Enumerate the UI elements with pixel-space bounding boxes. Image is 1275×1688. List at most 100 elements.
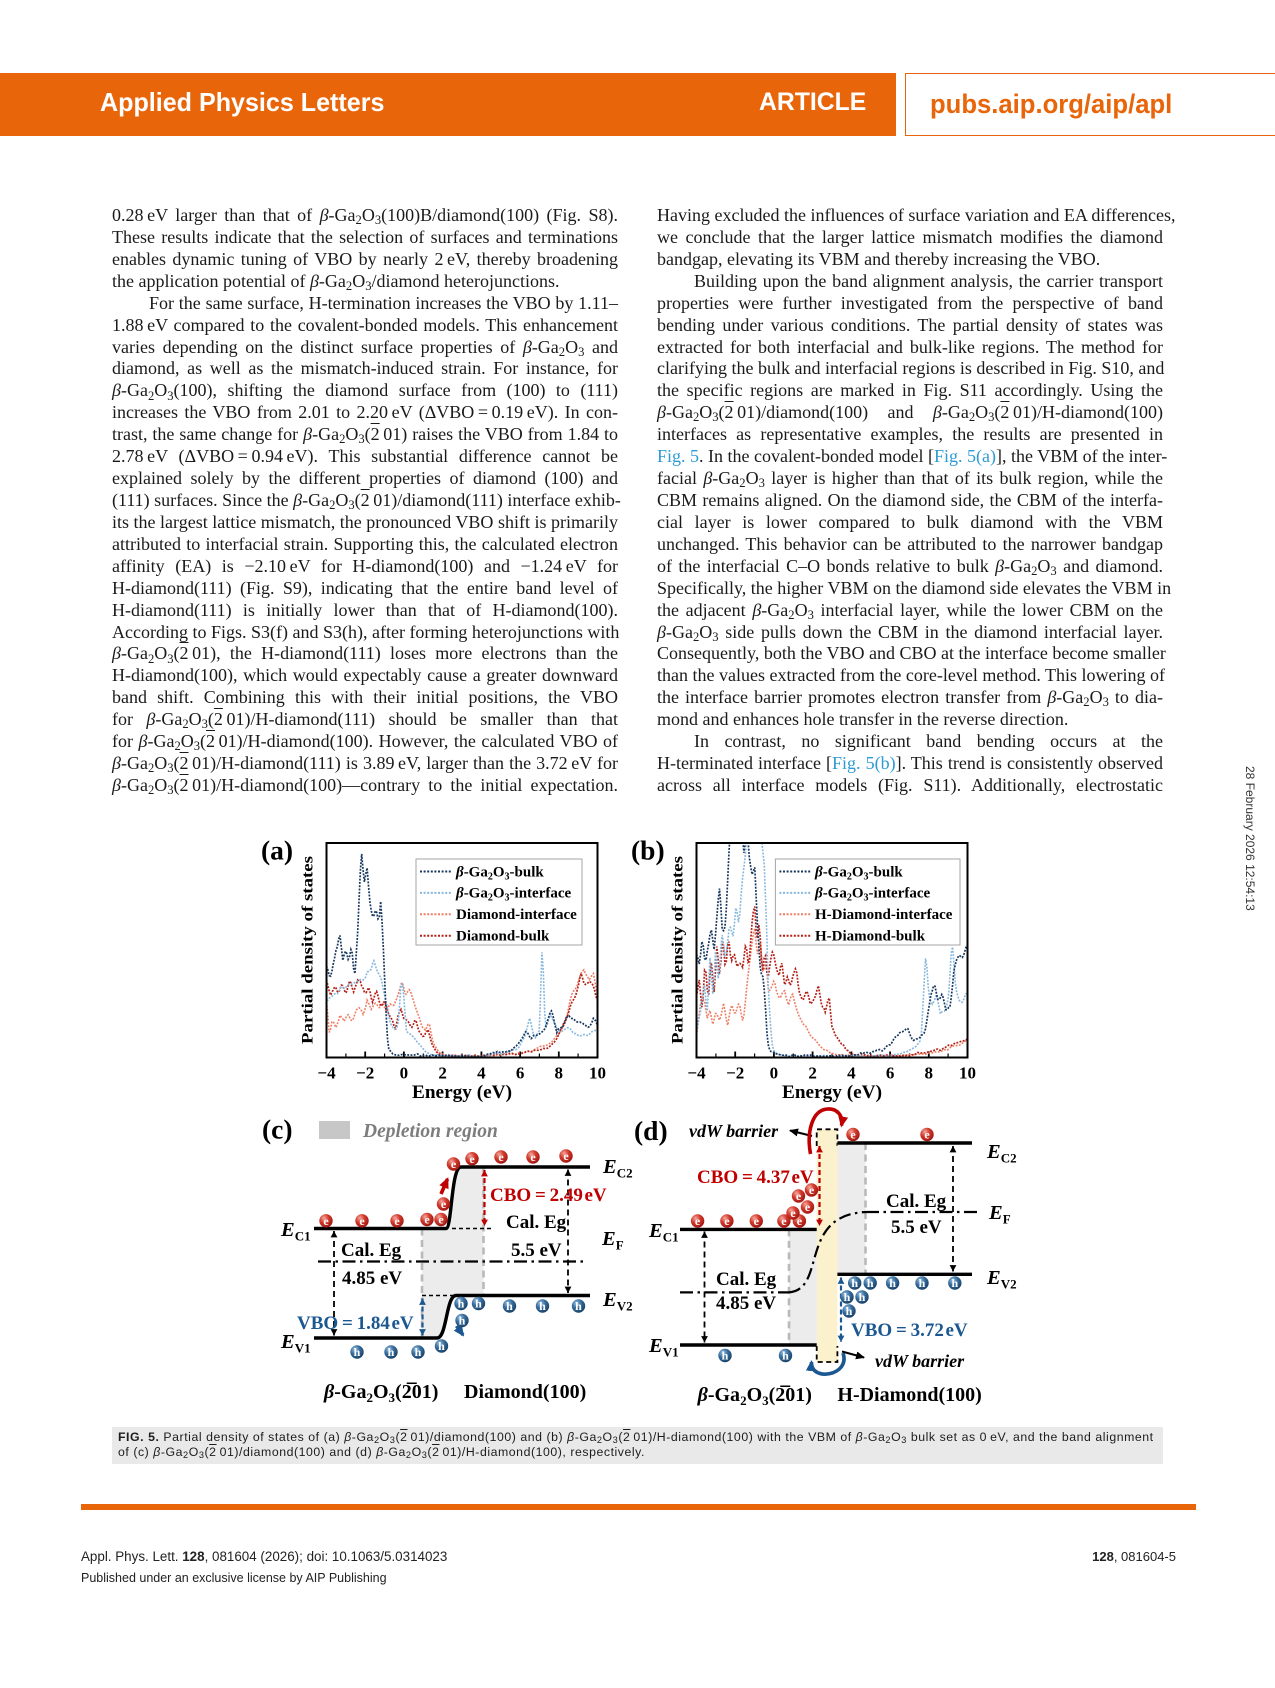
- svg-text:β-Ga2O3-interface: β-Ga2O3-interface: [814, 886, 930, 904]
- svg-text:e: e: [924, 1128, 930, 1142]
- svg-text:e: e: [796, 1189, 802, 1203]
- svg-text:e: e: [394, 1214, 400, 1228]
- svg-text:e: e: [850, 1128, 856, 1142]
- svg-text:EF: EF: [988, 1202, 1011, 1227]
- svg-text:EC1: EC1: [280, 1219, 311, 1244]
- svg-text:e: e: [359, 1214, 365, 1228]
- svg-text:e: e: [498, 1150, 504, 1164]
- svg-text:−2: −2: [356, 1064, 374, 1083]
- svg-text:6: 6: [516, 1064, 525, 1083]
- svg-text:e: e: [563, 1149, 569, 1163]
- svg-text:2: 2: [438, 1064, 447, 1083]
- svg-text:Partial density of states: Partial density of states: [300, 856, 317, 1044]
- svg-text:e: e: [438, 1213, 444, 1227]
- svg-text:e: e: [323, 1214, 329, 1228]
- svg-text:e: e: [695, 1214, 701, 1228]
- svg-text:Cal. Eg: Cal. Eg: [341, 1240, 402, 1261]
- svg-text:h: h: [415, 1345, 422, 1359]
- svg-text:h: h: [859, 1290, 866, 1304]
- svg-text:(a): (a): [261, 835, 293, 866]
- svg-text:β-Ga2O3-bulk: β-Ga2O3-bulk: [455, 864, 544, 882]
- svg-text:e: e: [441, 1197, 447, 1211]
- svg-text:h: h: [846, 1304, 853, 1318]
- svg-text:8: 8: [925, 1064, 934, 1083]
- svg-text:CBO = 2.49 eV: CBO = 2.49 eV: [490, 1185, 607, 1206]
- svg-text:e: e: [805, 1200, 811, 1214]
- svg-text:h: h: [951, 1276, 958, 1290]
- svg-text:Diamond(100): Diamond(100): [464, 1381, 586, 1403]
- svg-text:VBO = 1.84 eV: VBO = 1.84 eV: [297, 1313, 414, 1334]
- svg-text:4.85 eV: 4.85 eV: [716, 1293, 776, 1314]
- svg-text:EF: EF: [601, 1228, 624, 1253]
- svg-text:h: h: [722, 1349, 729, 1363]
- svg-text:0: 0: [400, 1064, 409, 1083]
- svg-text:Depletion region: Depletion region: [362, 1121, 498, 1142]
- svg-text:e: e: [451, 1157, 457, 1171]
- svg-text:Energy (eV): Energy (eV): [782, 1083, 882, 1103]
- svg-text:2: 2: [808, 1064, 817, 1083]
- svg-text:EC2: EC2: [986, 1141, 1017, 1166]
- svg-text:e: e: [754, 1214, 760, 1228]
- svg-text:β-Ga2O3(2̅01): β-Ga2O3(2̅01): [323, 1381, 438, 1405]
- svg-text:h: h: [539, 1299, 546, 1313]
- svg-text:Partial density of states: Partial density of states: [670, 856, 687, 1044]
- svg-text:EC2: EC2: [602, 1156, 633, 1181]
- svg-text:e: e: [797, 1214, 803, 1228]
- svg-text:CBO = 4.37 eV: CBO = 4.37 eV: [697, 1167, 814, 1188]
- svg-text:e: e: [809, 1183, 815, 1197]
- svg-text:EV2: EV2: [602, 1289, 633, 1314]
- svg-text:Cal. Eg: Cal. Eg: [506, 1212, 567, 1233]
- svg-text:e: e: [790, 1206, 796, 1220]
- svg-text:e: e: [530, 1150, 536, 1164]
- svg-text:4: 4: [847, 1064, 856, 1083]
- svg-text:h: h: [438, 1339, 445, 1353]
- svg-text:β-Ga2O3(2̅01): β-Ga2O3(2̅01): [697, 1384, 812, 1408]
- svg-text:Energy (eV): Energy (eV): [412, 1083, 512, 1103]
- svg-text:(b): (b): [631, 835, 665, 866]
- svg-text:−4: −4: [317, 1064, 336, 1083]
- svg-text:0: 0: [770, 1064, 779, 1083]
- svg-text:h: h: [919, 1276, 926, 1290]
- svg-text:h: h: [458, 1297, 465, 1311]
- svg-text:h: h: [506, 1299, 513, 1313]
- svg-text:h: h: [388, 1345, 395, 1359]
- svg-text:β-Ga2O3-interface: β-Ga2O3-interface: [455, 886, 571, 904]
- svg-text:h: h: [354, 1345, 361, 1359]
- svg-text:EV1: EV1: [648, 1335, 679, 1360]
- svg-text:8: 8: [555, 1064, 564, 1083]
- svg-text:h: h: [475, 1297, 482, 1311]
- svg-text:4.85 eV: 4.85 eV: [342, 1268, 402, 1289]
- svg-text:H-Diamond-bulk: H-Diamond-bulk: [815, 929, 926, 945]
- svg-text:10: 10: [959, 1064, 976, 1083]
- svg-text:β-Ga2O3-bulk: β-Ga2O3-bulk: [814, 864, 903, 882]
- svg-text:h: h: [867, 1276, 874, 1290]
- svg-text:EV2: EV2: [986, 1267, 1017, 1292]
- svg-text:Diamond-interface: Diamond-interface: [456, 907, 577, 923]
- svg-text:EC1: EC1: [648, 1220, 679, 1245]
- svg-text:h: h: [575, 1299, 582, 1313]
- svg-text:(d): (d): [634, 1115, 668, 1146]
- svg-text:H-Diamond-interface: H-Diamond-interface: [815, 907, 953, 923]
- svg-text:(c): (c): [262, 1114, 293, 1145]
- svg-text:−2: −2: [726, 1064, 744, 1083]
- svg-text:e: e: [781, 1214, 787, 1228]
- svg-text:h: h: [459, 1314, 466, 1328]
- svg-text:h: h: [844, 1290, 851, 1304]
- svg-text:e: e: [724, 1214, 730, 1228]
- svg-text:Cal. Eg: Cal. Eg: [716, 1269, 777, 1290]
- svg-text:vdW barrier: vdW barrier: [875, 1351, 965, 1371]
- svg-text:h: h: [889, 1276, 896, 1290]
- svg-text:10: 10: [589, 1064, 606, 1083]
- svg-text:h: h: [851, 1276, 858, 1290]
- svg-text:5.5 eV: 5.5 eV: [511, 1240, 562, 1261]
- svg-text:5.5 eV: 5.5 eV: [891, 1217, 942, 1238]
- svg-text:6: 6: [886, 1064, 895, 1083]
- svg-text:vdW barrier: vdW barrier: [689, 1121, 779, 1141]
- svg-text:4: 4: [477, 1064, 486, 1083]
- svg-text:h: h: [782, 1349, 789, 1363]
- svg-text:−4: −4: [687, 1064, 706, 1083]
- svg-text:EV1: EV1: [280, 1331, 311, 1356]
- svg-text:e: e: [424, 1213, 430, 1227]
- svg-text:Diamond-bulk: Diamond-bulk: [456, 929, 550, 945]
- svg-text:H-Diamond(100): H-Diamond(100): [837, 1384, 981, 1406]
